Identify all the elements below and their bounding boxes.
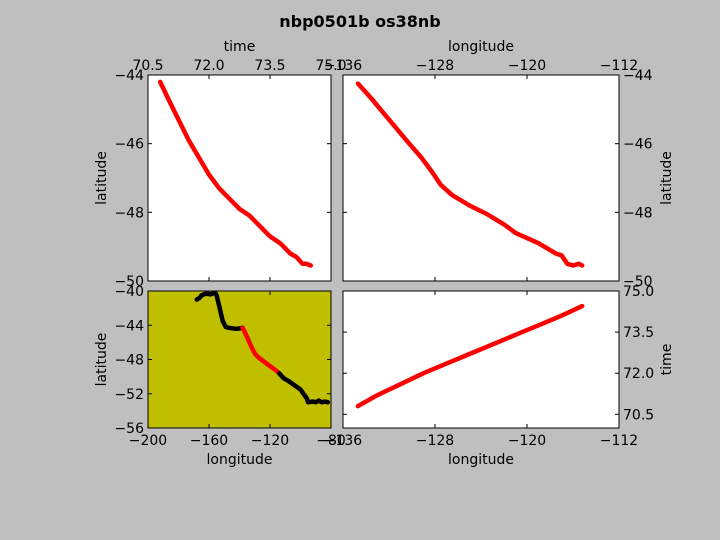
x-tick-label: −80 bbox=[316, 433, 346, 449]
y-axis-label: latitude bbox=[94, 333, 110, 387]
plot-area bbox=[343, 75, 619, 281]
x-tick-label: −136 bbox=[324, 58, 363, 74]
y-tick-label: −50 bbox=[114, 274, 144, 290]
figure-title: nbp0501b os38nb bbox=[279, 12, 440, 31]
x-tick-label: −128 bbox=[416, 58, 454, 74]
x-axis-label: longitude bbox=[207, 452, 273, 468]
x-axis-label: longitude bbox=[448, 452, 514, 468]
x-axis-label: longitude bbox=[448, 39, 514, 55]
series-line-0 bbox=[194, 291, 245, 331]
series-line-1 bbox=[240, 325, 282, 376]
axes-frame bbox=[342, 74, 620, 282]
y-tick-label: 75.0 bbox=[623, 284, 654, 300]
panel-longitude-time: −136 −128 −120 −112 longitude 75.0 73.5 72.0 70.… bbox=[324, 284, 675, 468]
series-line-0 bbox=[157, 79, 313, 268]
y-tick-label: −44 bbox=[623, 68, 653, 84]
y-tick-label: −48 bbox=[114, 205, 144, 221]
y-axis-label: latitude bbox=[659, 151, 675, 205]
plot-area bbox=[148, 75, 331, 281]
series-line-2 bbox=[276, 370, 331, 405]
x-tick-label: −128 bbox=[416, 433, 454, 449]
y-axis-label: time bbox=[659, 344, 675, 376]
x-tick-label: −136 bbox=[324, 433, 363, 449]
y-tick-label: −52 bbox=[114, 387, 144, 403]
y-tick-label: −44 bbox=[114, 68, 144, 84]
y-tick-label: −40 bbox=[114, 284, 144, 300]
panel-time-latitude: 70.5 72.0 73.5 75.0 time −44 −46 −48 −50 latitude bbox=[94, 39, 347, 290]
panel-longitude-latitude: −136 −128 −120 −112 longitude −44 −46 −48 −50 lat… bbox=[324, 39, 675, 290]
x-tick-label: −120 bbox=[508, 58, 546, 74]
plot-area bbox=[343, 291, 619, 428]
y-tick-label: −56 bbox=[114, 421, 144, 437]
y-axis-label: latitude bbox=[94, 151, 110, 205]
axes-frame bbox=[147, 74, 332, 282]
y-tick-label: −46 bbox=[114, 137, 144, 153]
x-tick-label: −112 bbox=[600, 433, 638, 449]
y-tick-label: −44 bbox=[114, 318, 144, 334]
x-tick-label: −160 bbox=[190, 433, 228, 449]
x-axis-label: time bbox=[224, 39, 256, 55]
x-tick-label: 73.5 bbox=[254, 58, 285, 74]
plot-area bbox=[148, 291, 331, 428]
panel-longitude-latitude-map: −200 −160 −120 −80 longitude −40 −44 −48 −52 −56 l… bbox=[94, 284, 346, 468]
y-tick-label: −46 bbox=[623, 137, 653, 153]
y-tick-label: −48 bbox=[623, 205, 653, 221]
series-line-0 bbox=[355, 81, 585, 268]
y-tick-label: −50 bbox=[623, 274, 653, 290]
x-tick-label: −120 bbox=[251, 433, 289, 449]
x-tick-label: −200 bbox=[129, 433, 167, 449]
axes-frame bbox=[342, 290, 620, 429]
x-tick-label: 70.5 bbox=[132, 58, 163, 74]
series-line-0 bbox=[355, 303, 585, 409]
y-tick-label: 73.5 bbox=[623, 325, 654, 341]
y-tick-label: −48 bbox=[114, 353, 144, 369]
x-tick-label: 75.0 bbox=[315, 58, 346, 74]
y-tick-label: 72.0 bbox=[623, 366, 654, 382]
y-tick-label: 70.5 bbox=[623, 407, 654, 423]
x-tick-label: −120 bbox=[508, 433, 546, 449]
x-tick-label: −112 bbox=[600, 58, 638, 74]
x-tick-label: 72.0 bbox=[193, 58, 224, 74]
